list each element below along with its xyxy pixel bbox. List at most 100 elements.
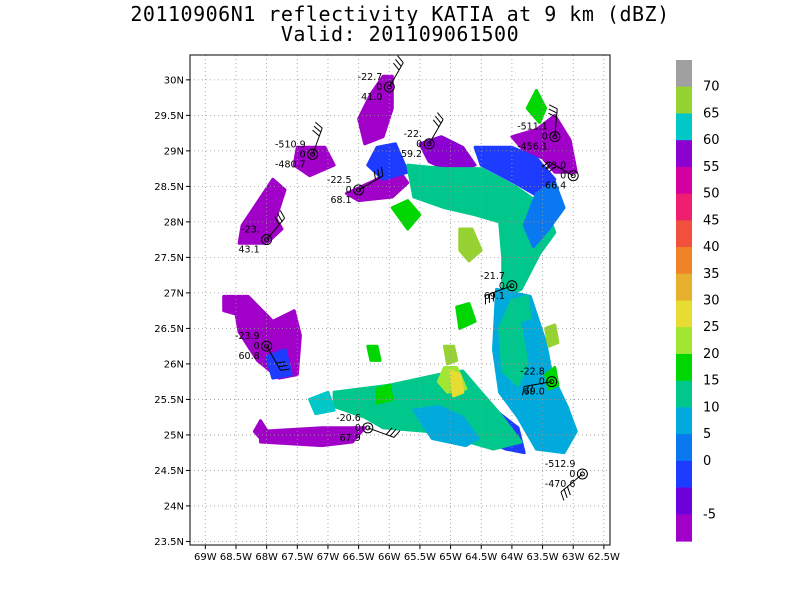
station-1: -510.90-480.7 (275, 121, 323, 170)
station-value-label: 0 (254, 341, 260, 352)
wind-barb-flag (280, 368, 290, 371)
station-value-label: -23.9 (235, 331, 260, 342)
colorbar-swatch (676, 60, 692, 88)
station-value-label: 0 (542, 132, 548, 143)
station-2: -22.059.2 (401, 112, 444, 160)
station-marker-center (509, 283, 515, 289)
station-value-label: -23.0 (542, 161, 567, 172)
wind-barb-flag (395, 59, 402, 67)
station-value-label: 0 (499, 281, 505, 292)
station-value-label: -21.7 (480, 271, 505, 282)
lon-tick-label: 68W (255, 552, 278, 563)
colorbar-label: 5 (703, 427, 711, 442)
wind-barb-flag (548, 108, 558, 114)
reflectivity-cell-27 (544, 323, 560, 348)
station-marker-ring (353, 184, 365, 196)
station-value-label: 60.8 (238, 351, 259, 362)
station-value-label: -510.9 (275, 139, 306, 150)
station-value-label: 0 (346, 185, 352, 196)
station-marker-center (552, 134, 558, 140)
station-value-label: -22.5 (327, 175, 352, 186)
reflectivity-cell-26 (458, 227, 483, 263)
station-3: -511.10-456.1 (517, 104, 561, 153)
colorbar-label: -5 (703, 507, 716, 522)
station-value-label: 0 (539, 377, 545, 388)
colorbar-swatch (676, 166, 692, 195)
reflectivity-cell-7 (510, 113, 578, 174)
station-marker-center (365, 425, 371, 431)
lon-tick-label: 67W (317, 552, 340, 563)
lat-tick-label: 29.5N (154, 111, 184, 122)
lon-tick-label: 66W (378, 552, 401, 563)
wind-barb-flag (434, 115, 442, 124)
lat-tick-label: 27N (164, 288, 184, 299)
wind-barb-flag (389, 428, 397, 437)
latitude-axis: 23.5N 24N 24.5N 25N 25.5N 26N 26.5N 27N 27.5N 28N… (154, 75, 190, 548)
reflectivity-cell-30 (308, 390, 336, 416)
reflectivity-cell-25 (455, 302, 477, 330)
colorbar-swatch (676, 220, 692, 248)
wind-barb-flag (541, 161, 550, 168)
lon-tick-label: 62.5W (588, 552, 620, 563)
station-value-label: -470.6 (545, 479, 576, 490)
station-marker-ring (423, 138, 435, 150)
lon-tick-label: 68.5W (220, 552, 252, 563)
station-value-label: 59.2 (401, 149, 422, 160)
station-marker-ring (307, 148, 319, 160)
wind-barb-flag (277, 213, 283, 222)
station-marker-center (426, 141, 432, 147)
colorbar-label: 15 (703, 374, 720, 389)
lon-tick-label: 65.5W (404, 552, 436, 563)
colorbar-swatch (676, 380, 692, 408)
wind-barb-flag (279, 210, 286, 219)
station-value-label: 69.1 (484, 291, 505, 302)
lat-tick-label: 26N (164, 359, 184, 370)
wind-barb-flag (548, 165, 557, 173)
colorbar-swatch (676, 434, 692, 462)
reflectivity-cell-1 (292, 145, 336, 178)
wind-barb-flag (548, 104, 558, 110)
station-value-label: 0 (569, 469, 575, 480)
map-frame (189, 54, 611, 546)
wind-barb-flag (313, 125, 322, 133)
lat-tick-label: 30N (164, 75, 184, 86)
station-value-label: 0 (355, 423, 361, 434)
dropsonde-stations: -22.7041.0-510.90-480.7-22.059.2-511.10-… (235, 55, 588, 501)
lon-tick-label: 63W (562, 552, 585, 563)
colorbar-swatch (676, 353, 692, 382)
colorbar-label: 30 (703, 294, 720, 309)
wind-barb-flag (392, 62, 400, 71)
wind-barb-flag (385, 427, 393, 435)
colorbar-label: 50 (703, 187, 720, 202)
reflectivity-cell-15 (522, 181, 566, 249)
map-title: 20110906N1 reflectivity KATIA at 9 km (d… (130, 2, 670, 26)
station-value-label: -511.1 (517, 122, 548, 133)
wind-barb-flag (566, 486, 571, 496)
colorbar-swatch (676, 113, 692, 141)
lat-tick-label: 25.5N (154, 395, 184, 406)
lat-tick-label: 23.5N (154, 537, 184, 548)
lon-tick-label: 63.5W (526, 552, 558, 563)
wind-barb-flag (397, 55, 404, 64)
station-value-label: -456.1 (517, 142, 548, 153)
colorbar-label: 55 (703, 160, 720, 175)
station-value-label: 41.0 (361, 92, 382, 103)
reflectivity-cell-2 (237, 177, 287, 245)
station-marker-ring (567, 170, 579, 182)
reflectivity-cell-5 (259, 426, 367, 448)
wind-barb-flag (563, 489, 568, 498)
colorbar-swatch (676, 514, 692, 542)
wind-barb-flag (548, 112, 557, 118)
wind-barb-flag (312, 129, 320, 137)
station-value-label: 69.0 (524, 387, 545, 398)
station-marker-center (549, 379, 555, 385)
colorbar-label: 20 (703, 347, 720, 362)
colorbar-label: 40 (703, 240, 720, 255)
colorbar-swatch (676, 300, 692, 328)
